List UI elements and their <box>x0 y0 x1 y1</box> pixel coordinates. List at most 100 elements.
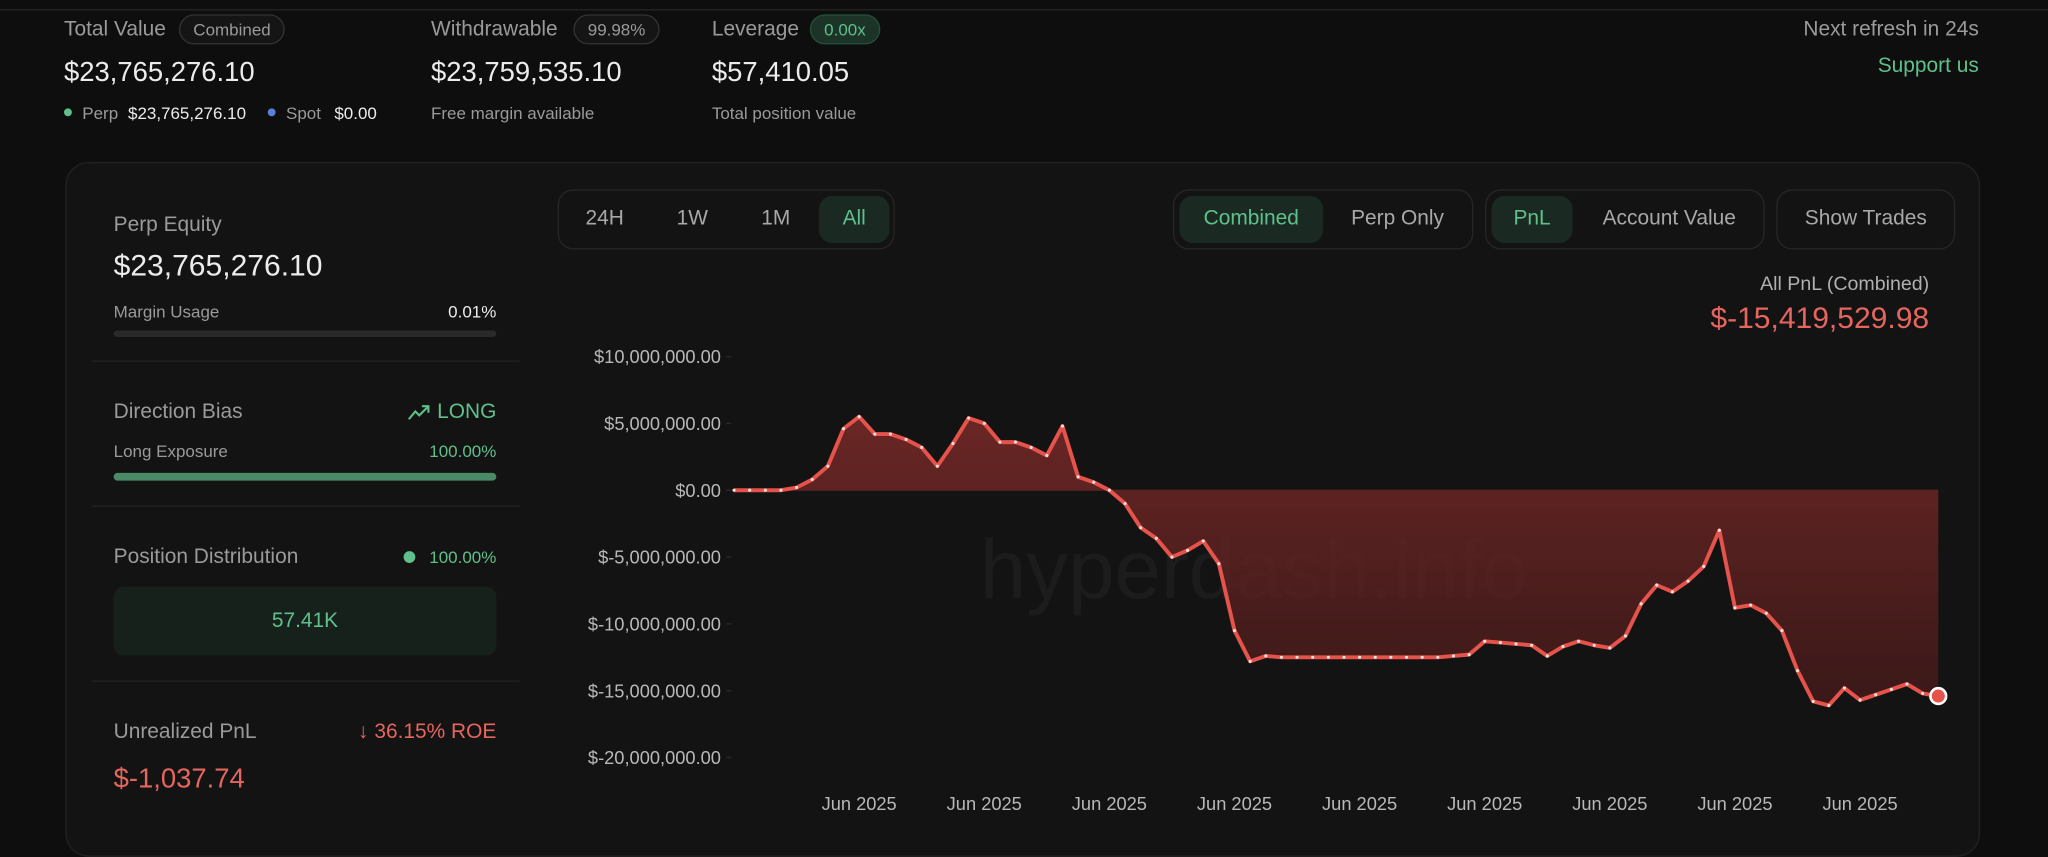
point <box>1842 686 1847 690</box>
value: $23,765,276.10 <box>127 103 247 123</box>
show-trades-button[interactable]: Show Trades <box>1804 207 1927 230</box>
value: $23,765,276.10 <box>113 248 323 283</box>
dot <box>403 551 416 563</box>
point <box>1029 445 1033 450</box>
point <box>1921 691 1925 695</box>
badge: 0.00x <box>809 14 881 45</box>
point <box>1420 655 1424 659</box>
page: html,body{margin:0;padding:0;background:… <box>0 9 2048 857</box>
point <box>1623 634 1628 638</box>
label: Withdrawable <box>431 18 558 41</box>
metric-group: PnL Account Value <box>1485 189 1765 250</box>
x-tick-label: Jun 2025 <box>1197 793 1272 814</box>
support-link[interactable]: Support us <box>1877 54 1979 78</box>
mode-group: Combined Perp Only <box>1172 189 1474 250</box>
range-button[interactable]: 24H <box>585 207 624 230</box>
label: Long Exposure <box>113 441 228 462</box>
note: Free margin available <box>431 103 595 123</box>
point <box>1186 548 1190 552</box>
point <box>1311 655 1315 659</box>
y-tick-label: $10,000,000.00 <box>594 346 721 367</box>
point <box>1827 703 1831 707</box>
point <box>1592 643 1596 647</box>
point <box>1608 646 1612 650</box>
metric-button[interactable]: Account Value <box>1602 207 1736 230</box>
trend-icon <box>408 405 430 420</box>
note: Total position value <box>711 103 857 123</box>
point <box>1717 528 1721 532</box>
area <box>734 416 1939 706</box>
point <box>1514 642 1518 646</box>
mode-button[interactable]: Combined <box>1179 195 1324 243</box>
mode-button[interactable]: Perp Only <box>1351 207 1444 230</box>
divider <box>91 505 520 507</box>
range-button[interactable]: 1W <box>676 207 708 230</box>
range-group: 24H 1W 1M All <box>557 189 895 250</box>
metric-button[interactable]: PnL <box>1491 195 1573 243</box>
point <box>1170 555 1174 559</box>
point <box>888 432 893 436</box>
body: {"header":{"total_value":{"label":"Total… <box>0 9 2048 857</box>
point <box>1232 629 1237 633</box>
chart-subtitle: $-15,419,529.98 <box>1710 302 1929 335</box>
point <box>1702 564 1706 568</box>
y-tick-label: $0.00 <box>675 480 721 501</box>
range-button[interactable]: All <box>818 195 890 243</box>
divider <box>91 680 520 682</box>
point <box>967 416 971 420</box>
point <box>1530 643 1534 647</box>
range-button[interactable]: 1M <box>761 207 791 230</box>
x-tick-label: Jun 2025 <box>1322 793 1397 814</box>
x-tick-label: Jun 2025 <box>1072 793 1147 814</box>
point <box>1201 539 1205 543</box>
value: $57,410.05 <box>711 57 850 88</box>
point <box>1076 475 1080 479</box>
point <box>1764 611 1768 615</box>
point <box>1342 655 1346 659</box>
point <box>1045 453 1049 458</box>
trades-group: Show Trades <box>1776 189 1956 250</box>
point <box>904 437 908 442</box>
point <box>1092 480 1096 484</box>
point <box>1451 654 1456 658</box>
point <box>1670 590 1674 594</box>
point <box>1874 693 1878 697</box>
refresh: Next refresh in 24s <box>1803 18 1979 41</box>
point <box>1373 655 1377 659</box>
progress-bar <box>113 472 497 481</box>
point <box>873 432 877 436</box>
top-border <box>0 9 2048 11</box>
value: $-1,037.74 <box>113 764 245 795</box>
label: Leverage <box>711 18 799 41</box>
point <box>748 488 752 492</box>
label: Direction Bias <box>113 400 243 424</box>
chart: hyperdash.infoAll PnL (Combined) $-15,41… <box>588 273 1948 814</box>
point <box>1107 488 1111 492</box>
point <box>1264 654 1268 658</box>
point <box>1749 603 1753 607</box>
y-tick-label: $5,000,000.00 <box>604 413 721 434</box>
point <box>1295 655 1299 659</box>
badge: 99.98% <box>573 14 660 45</box>
end-point <box>1929 686 1948 706</box>
value: 100.00% <box>429 441 497 462</box>
point <box>1123 502 1127 506</box>
point <box>841 427 846 431</box>
point <box>810 477 814 482</box>
label: Position Distribution <box>113 545 299 569</box>
line <box>734 414 1939 708</box>
point <box>1060 424 1065 428</box>
value: LONG <box>437 400 497 424</box>
point <box>826 464 830 468</box>
x-tick-label: Jun 2025 <box>1823 793 1898 814</box>
point <box>935 464 939 468</box>
point <box>951 441 955 446</box>
point <box>1639 602 1643 606</box>
label: Spot <box>286 103 321 123</box>
value: $23,765,276.10 <box>63 57 255 88</box>
point <box>1889 687 1893 691</box>
value: $0.00 <box>334 103 377 123</box>
point <box>1858 698 1862 702</box>
point <box>1577 639 1581 643</box>
roe-text: 36.15% ROE <box>374 720 497 744</box>
